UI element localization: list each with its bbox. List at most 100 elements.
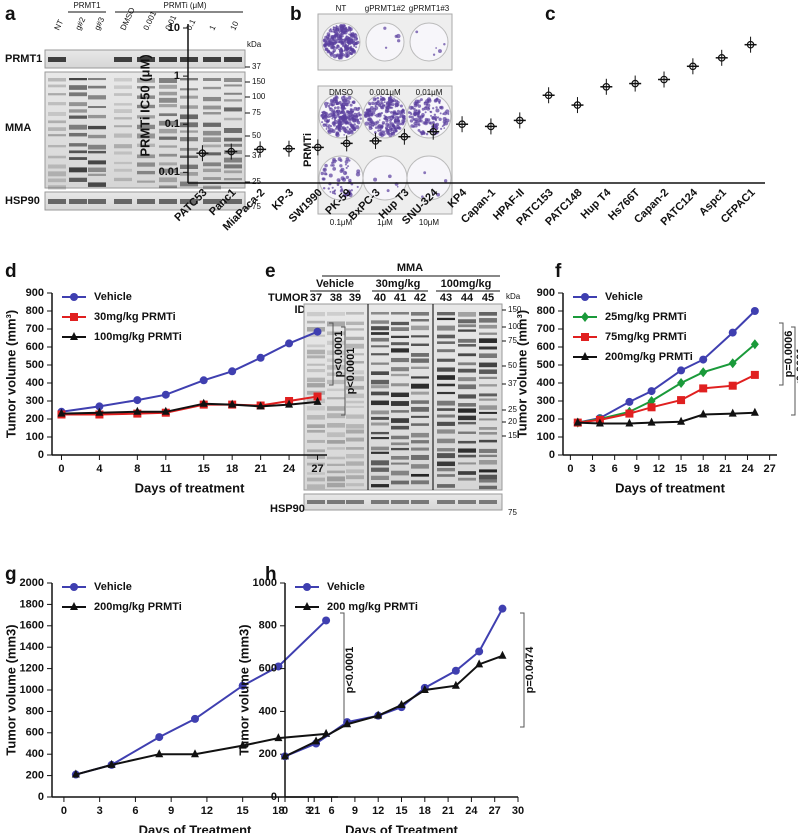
x-tick-label: 18 (272, 805, 284, 817)
colony (371, 113, 374, 116)
colony (323, 38, 326, 41)
colony (327, 104, 331, 108)
point (371, 137, 380, 145)
colony (415, 109, 418, 112)
bracket (520, 612, 525, 728)
tumor-id: 38 (330, 292, 342, 304)
band (137, 154, 155, 159)
panel-letter: c (545, 4, 556, 25)
colony (386, 189, 390, 193)
colony (384, 115, 388, 119)
colony (335, 28, 339, 32)
colony (338, 100, 342, 104)
band (203, 105, 221, 110)
band (114, 78, 132, 82)
band (69, 167, 87, 173)
point (198, 149, 207, 157)
band (307, 377, 325, 383)
y-tick-label: 2000 (20, 577, 44, 589)
band (180, 130, 198, 133)
band (114, 93, 132, 96)
colony (340, 96, 345, 101)
colony (443, 111, 448, 116)
colony (384, 126, 389, 130)
colony (397, 117, 400, 120)
colony (344, 159, 349, 164)
colony (324, 163, 328, 168)
colony (343, 104, 346, 107)
band (203, 177, 221, 181)
band (411, 473, 429, 477)
colony (393, 119, 397, 123)
colony (401, 108, 405, 113)
colony (327, 129, 332, 134)
band (327, 331, 345, 336)
colony (344, 163, 348, 166)
colony (391, 106, 394, 109)
point (498, 650, 507, 659)
band (391, 348, 409, 353)
plate-label: 10μM (419, 218, 440, 227)
band (180, 147, 198, 151)
colony (326, 32, 331, 36)
colony (403, 112, 406, 114)
colony (396, 100, 400, 105)
band (479, 439, 497, 443)
tumor-id: 41 (394, 292, 406, 304)
colony (436, 192, 441, 197)
band (371, 410, 389, 415)
colony (335, 46, 338, 50)
colony (408, 115, 412, 119)
band (307, 383, 325, 388)
point (625, 418, 634, 427)
band (88, 167, 106, 173)
colony (346, 126, 349, 129)
band (391, 342, 409, 346)
band (458, 344, 476, 347)
y-axis-label: Tumor volume (mm³) (514, 310, 529, 438)
band (203, 162, 221, 167)
colony (323, 123, 325, 126)
colony (386, 118, 389, 121)
band (371, 437, 389, 440)
colony (331, 117, 334, 120)
y-axis-label: PRMTi IC50 (μM) (137, 54, 152, 156)
colony (413, 107, 416, 111)
band (479, 448, 497, 453)
band (371, 400, 389, 406)
band (327, 447, 345, 450)
legend-marker (70, 293, 78, 301)
band (224, 178, 242, 181)
colony (328, 173, 333, 178)
marker-label: 100 (252, 92, 266, 101)
series-line (61, 330, 318, 413)
colony (416, 115, 420, 118)
p-value: p=0.0006 (783, 331, 795, 378)
group-label: 100mg/kg (441, 278, 492, 290)
band (437, 484, 455, 488)
colony (401, 114, 406, 120)
band (437, 400, 455, 406)
marker-label: 50 (508, 361, 517, 370)
band (88, 144, 106, 150)
point (312, 736, 321, 745)
colony (438, 49, 442, 53)
marker-label: 15 (508, 431, 517, 440)
colony (339, 158, 343, 162)
y-tick-label: 100 (26, 431, 44, 443)
band (411, 480, 429, 485)
colony (323, 168, 326, 171)
band (114, 117, 132, 120)
band (346, 393, 364, 399)
x-tick-label: 0 (61, 805, 67, 817)
band (458, 353, 476, 357)
colony (338, 48, 340, 51)
band (346, 437, 364, 442)
band (437, 414, 455, 418)
x-tick-label: 12 (201, 805, 213, 817)
point (95, 402, 104, 411)
colony (325, 120, 329, 124)
band (88, 160, 106, 165)
colony (369, 103, 372, 106)
